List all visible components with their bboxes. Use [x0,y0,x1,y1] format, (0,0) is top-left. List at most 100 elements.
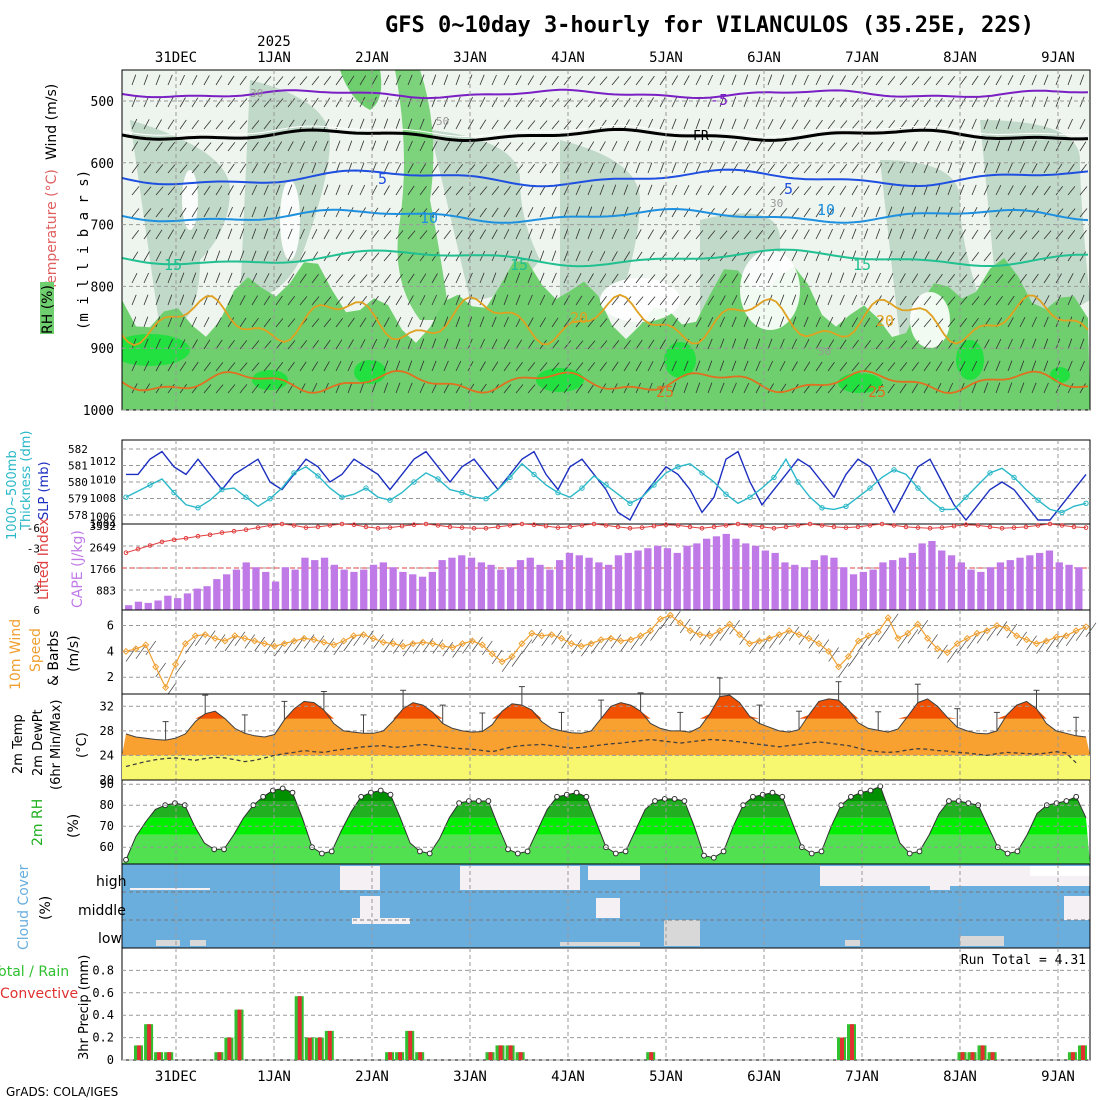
upper-barb-920 [863,185,870,196]
upper-barb-568 [575,362,584,372]
cape-bar-22 [340,569,348,610]
p5-ylabel-1: 2m DewPt [31,709,46,776]
upper-barb-1027 [947,229,954,240]
upper-barb-477 [503,339,510,350]
upper-barb-851 [803,316,809,328]
upper-barb-240 [323,76,332,86]
upper-barb-60 [179,74,185,86]
upper-barb-930 [875,75,883,86]
upper-barb-367 [419,230,428,240]
upper-barb-1 [131,96,137,108]
bottom-date-4: 4JAN [551,1069,585,1085]
upper-barb-749 [719,382,725,394]
upper-barb-531 [551,206,557,218]
cape-bar-94 [1045,550,1054,610]
wind10-point-33 [449,643,457,652]
upper-barb-279 [347,274,356,284]
upper-barb-3 [131,141,139,152]
upper-barb-246 [323,206,329,218]
wind10-barb-97 [1085,622,1097,638]
rh-dry-1 [740,250,800,330]
upper-barb-488 [515,250,521,262]
upper-barb-910 [851,294,858,306]
upper-barb-389 [431,382,438,394]
upper-barb-1009 [935,162,941,174]
top-date-0: 31DEC [155,50,197,66]
upper-barb-727 [707,230,716,240]
upper-barb-340 [395,295,403,306]
upper-barb-534 [551,272,557,284]
upper-barb-1177 [1067,230,1076,240]
upper-barb-177 [263,340,272,350]
upper-barb-635 [635,184,641,196]
wind10-point-43 [548,631,556,639]
upper-barb-1021 [947,97,955,108]
rh-point-97 [1073,793,1080,800]
upper-barb-194 [275,383,283,394]
upper-barb-466 [503,97,511,108]
upper-barb-1031 [947,318,956,328]
upper-barb-849 [803,272,809,284]
upper-ylabel-units: (m i l l i b a r s) [76,170,92,330]
upper-barb-439 [479,164,488,174]
precip-conv-2 [147,1024,152,1060]
upper-barb-230 [311,184,317,196]
upper-barb-161 [251,317,259,328]
upper-barb-546 [563,206,569,218]
upper-barb-569 [575,383,583,394]
upper-barb-563 [575,250,581,262]
dewpoint-line [125,738,1077,768]
upper-barb-802 [767,229,775,240]
cape-bar-12 [242,562,250,610]
wind10-point-66 [775,631,783,639]
upper-barb-183 [275,141,283,152]
upper-barb-1128 [1031,140,1037,152]
wind10-barb-75 [868,631,879,647]
wind10-point-12 [241,634,249,642]
upper-barb-626 [623,318,632,328]
upper-barb-113 [215,250,221,262]
upper-barb-716 [695,317,702,328]
upper-barb-78 [191,142,200,152]
upper-barb-815 [779,186,788,196]
upper-barb-1109 [1007,382,1013,394]
upper-barb-883 [827,361,835,372]
upper-barb-838 [791,361,798,372]
upper-barb-476 [503,316,509,328]
upper-barb-343 [395,360,401,372]
precip-conv-38 [508,1045,513,1060]
rh-point-54 [652,798,658,804]
upper-barb-357 [407,338,413,350]
upper-barb-667 [659,229,667,240]
upper-barb-860 [815,185,823,196]
cape-bar-92 [1026,555,1034,610]
upper-barb-1092 [995,338,1002,350]
wind10-barb-70 [818,639,830,654]
upper-barb-961 [899,98,908,108]
upper-barb-1044 [959,274,968,284]
upper-barb-96 [203,207,210,218]
upper-barb-870 [827,75,834,86]
upper-barb-840 [803,74,809,86]
rh-point-40 [514,850,521,857]
top-date-7: 7JAN [845,50,879,66]
cloud-low-1 [190,940,206,946]
upper-barb-888 [839,142,848,152]
upper-barb-57 [167,338,174,350]
upper-barb-316 [383,96,389,108]
wind10-barb-11 [234,631,246,647]
upper-barb-1102 [1007,230,1016,240]
rh-bright-6 [956,340,984,380]
upper-barb-818 [779,251,786,262]
thickness-point-12 [267,496,273,502]
cape-bar-96 [1065,564,1073,610]
upper-barb-751 [731,96,737,108]
temp-tick-3: 20 [100,773,114,787]
upper-barb-958 [887,362,896,372]
upper-barb-1073 [983,252,992,262]
upper-barb-406 [455,96,461,108]
upper-barb-1176 [1067,208,1076,218]
precip-conv-17 [297,996,302,1060]
upper-barb-1099 [1007,162,1013,174]
